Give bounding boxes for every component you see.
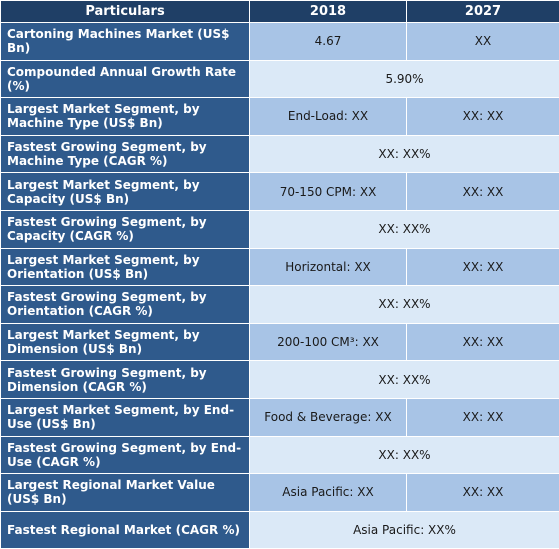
table-row: Largest Regional Market Value (US$ Bn) A… xyxy=(1,474,559,512)
table-row: Fastest Growing Segment, by End-Use (CAG… xyxy=(1,436,559,474)
row-label: Largest Market Segment, by Machine Type … xyxy=(1,98,250,136)
value-2018: 70-150 CPM: XX xyxy=(250,173,407,211)
row-label: Fastest Growing Segment, by Orientation … xyxy=(1,286,250,324)
merged-value: XX: XX% xyxy=(250,135,559,173)
row-label: Largest Market Segment, by Capacity (US$… xyxy=(1,173,250,211)
value-2018: Food & Beverage: XX xyxy=(250,398,407,436)
header-2018: 2018 xyxy=(250,1,407,23)
merged-value: Asia Pacific: XX% xyxy=(250,511,559,549)
merged-value: XX: XX% xyxy=(250,210,559,248)
value-2018: 4.67 xyxy=(250,23,407,61)
header-2027: 2027 xyxy=(407,1,559,23)
row-label: Fastest Growing Segment, by End-Use (CAG… xyxy=(1,436,250,474)
value-2027: XX: XX xyxy=(407,474,559,512)
row-label: Largest Market Segment, by Dimension (US… xyxy=(1,323,250,361)
table-row: Largest Market Segment, by Machine Type … xyxy=(1,98,559,136)
row-label: Cartoning Machines Market (US$ Bn) xyxy=(1,23,250,61)
value-2027: XX: XX xyxy=(407,323,559,361)
merged-value: XX: XX% xyxy=(250,361,559,399)
row-label: Largest Market Segment, by Orientation (… xyxy=(1,248,250,286)
merged-value: XX: XX% xyxy=(250,436,559,474)
table-row: Largest Market Segment, by End-Use (US$ … xyxy=(1,398,559,436)
row-label: Compounded Annual Growth Rate (%) xyxy=(1,60,250,98)
table-row: Largest Market Segment, by Dimension (US… xyxy=(1,323,559,361)
row-label: Largest Regional Market Value (US$ Bn) xyxy=(1,474,250,512)
value-2018: Horizontal: XX xyxy=(250,248,407,286)
table-row: Largest Market Segment, by Capacity (US$… xyxy=(1,173,559,211)
table-row: Fastest Growing Segment, by Capacity (CA… xyxy=(1,210,559,248)
row-label: Fastest Regional Market (CAGR %) xyxy=(1,511,250,549)
table-row: Largest Market Segment, by Orientation (… xyxy=(1,248,559,286)
row-label: Fastest Growing Segment, by Capacity (CA… xyxy=(1,210,250,248)
value-2027: XX: XX xyxy=(407,173,559,211)
value-2027: XX: XX xyxy=(407,398,559,436)
table-row: Fastest Regional Market (CAGR %) Asia Pa… xyxy=(1,511,559,549)
table-row: Cartoning Machines Market (US$ Bn) 4.67 … xyxy=(1,23,559,61)
merged-value: XX: XX% xyxy=(250,286,559,324)
value-2018: End-Load: XX xyxy=(250,98,407,136)
table-row: Fastest Growing Segment, by Orientation … xyxy=(1,286,559,324)
header-particulars: Particulars xyxy=(1,1,250,23)
row-label: Largest Market Segment, by End-Use (US$ … xyxy=(1,398,250,436)
merged-value: 5.90% xyxy=(250,60,559,98)
value-2018: 200-100 CM³: XX xyxy=(250,323,407,361)
row-label: Fastest Growing Segment, by Machine Type… xyxy=(1,135,250,173)
table-row: Fastest Growing Segment, by Dimension (C… xyxy=(1,361,559,399)
header-row: Particulars 2018 2027 xyxy=(1,1,559,23)
value-2027: XX: XX xyxy=(407,98,559,136)
value-2027: XX: XX xyxy=(407,248,559,286)
value-2027: XX xyxy=(407,23,559,61)
value-2018: Asia Pacific: XX xyxy=(250,474,407,512)
row-label: Fastest Growing Segment, by Dimension (C… xyxy=(1,361,250,399)
table-row: Compounded Annual Growth Rate (%) 5.90% xyxy=(1,60,559,98)
table-row: Fastest Growing Segment, by Machine Type… xyxy=(1,135,559,173)
